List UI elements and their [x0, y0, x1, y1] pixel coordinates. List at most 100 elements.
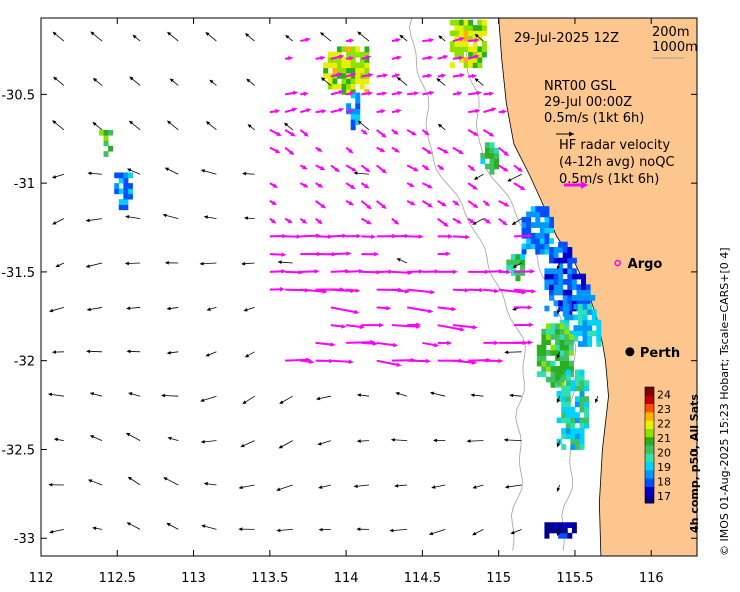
radar-arrow — [468, 108, 481, 114]
sst-pixel — [323, 67, 329, 74]
radar-arrow-head — [270, 218, 277, 224]
sst-pixel — [541, 334, 547, 340]
gsl-arrow — [209, 79, 217, 86]
sst-pixel — [346, 46, 352, 53]
gsl-arrow — [87, 171, 103, 176]
sst-pixel — [570, 380, 576, 386]
gsl-arrow-shaft — [474, 218, 484, 224]
gsl-arrow-head — [164, 167, 170, 171]
radar-arrow — [361, 73, 374, 78]
radar-arrow — [314, 217, 323, 225]
sst-pixel — [123, 177, 129, 184]
radar-arrow-head — [321, 109, 327, 114]
gsl-legend-title: NRT00 GSL — [544, 79, 617, 94]
sst-pixel — [562, 300, 568, 307]
gsl-arrow-head — [238, 485, 243, 490]
radar-arrow-head — [354, 309, 360, 315]
radar-arrow-head — [373, 341, 379, 346]
colorbar-segment — [645, 411, 654, 421]
gsl-arrow-head — [320, 77, 326, 82]
colorbar-tick-label: 19 — [657, 461, 671, 474]
radar-arrow-head — [397, 90, 403, 96]
gsl-arrow-head — [48, 482, 53, 487]
sst-pixel — [459, 19, 464, 26]
sst-pixel — [541, 360, 547, 367]
sst-pixel — [544, 305, 550, 312]
radar-arrow — [269, 128, 282, 137]
sst-pixel — [545, 366, 551, 372]
gsl-arrow-head — [167, 436, 172, 441]
radar-arrow — [330, 359, 354, 365]
radar-arrow — [391, 217, 400, 225]
gsl-arrow-shaft — [244, 395, 255, 404]
sst-pixel — [553, 279, 559, 285]
gsl-arrow — [87, 479, 103, 486]
gsl-arrow-shaft — [321, 33, 332, 42]
radar-arrow — [467, 128, 479, 136]
date-label: 29-Jul-2025 12Z — [514, 31, 619, 46]
radar-arrow-head — [364, 183, 370, 189]
gsl-arrow-shaft — [87, 262, 103, 267]
radar-arrow-shaft — [330, 306, 357, 314]
gsl-arrow-shaft — [91, 393, 103, 397]
gsl-arrow-head — [247, 124, 252, 128]
gsl-arrow — [433, 438, 446, 443]
colorbar-segment — [645, 403, 654, 413]
sst-pixel — [463, 62, 469, 69]
gsl-arrow-head — [472, 485, 477, 489]
sst-pixel — [359, 78, 365, 85]
gsl-arrow-head — [319, 32, 325, 37]
radar-arrow — [345, 164, 357, 172]
radar-arrow — [300, 269, 320, 274]
x-tick-label: 112 — [29, 571, 54, 586]
sst-pixel — [564, 319, 570, 326]
sst-pixel — [587, 330, 593, 337]
colorbar-tick-label: 20 — [657, 446, 671, 459]
radar-arrow — [482, 217, 492, 224]
radar-arrow-shaft — [437, 306, 454, 311]
gsl-arrow — [474, 78, 484, 86]
radar-arrow-shaft — [513, 288, 534, 293]
radar-arrow — [407, 358, 431, 364]
sst-pixel — [355, 92, 361, 99]
radar-arrow — [452, 234, 471, 240]
sst-pixel — [449, 46, 455, 53]
gsl-arrow-head — [205, 31, 210, 36]
radar-arrow-shaft — [437, 324, 463, 331]
gsl-arrow-head — [474, 33, 479, 38]
radar-arrow — [482, 129, 495, 137]
sst-pixel — [576, 284, 582, 291]
sst-pixel — [562, 527, 568, 534]
sst-pixel — [355, 97, 361, 104]
sst-pixel — [567, 268, 573, 275]
sst-pixel — [480, 152, 486, 159]
sst-pixel — [571, 279, 577, 285]
radar-arrow-head — [459, 327, 465, 332]
gsl-arrow-head — [395, 392, 400, 396]
gsl-arrow — [126, 522, 141, 530]
radar-arrow — [391, 73, 401, 78]
gsl-arrow-head — [125, 432, 131, 437]
radar-arrow-head — [365, 167, 371, 173]
sst-pixel — [550, 344, 556, 351]
sst-pixel — [565, 374, 571, 381]
sst-pixel — [578, 314, 583, 321]
gsl-arrow-shaft — [244, 173, 255, 175]
gsl-arrow — [242, 171, 255, 176]
gsl-arrow — [277, 260, 293, 264]
gsl-arrow — [315, 395, 331, 401]
gsl-arrow-head — [277, 260, 282, 264]
sst-pixel — [565, 422, 571, 429]
sst-pixel — [587, 319, 593, 326]
sst-pixel — [571, 284, 577, 291]
radar-arrow-head — [351, 72, 357, 78]
radar-arrow — [376, 73, 389, 78]
radar-arrow — [513, 340, 534, 345]
sst-pixel — [567, 310, 573, 317]
sst-pixel — [355, 62, 361, 69]
sst-pixel — [562, 294, 568, 301]
sst-pixel — [346, 103, 352, 109]
radar-arrow-head — [394, 73, 401, 78]
radar-arrow-head — [381, 168, 387, 174]
sst-pixel — [567, 252, 573, 259]
